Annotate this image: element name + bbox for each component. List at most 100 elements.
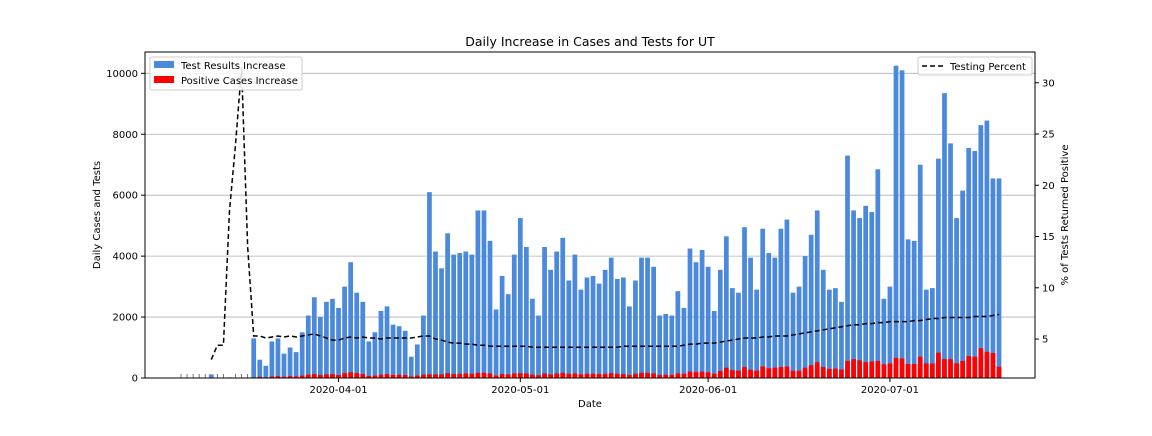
positive-cases-bar	[808, 365, 814, 378]
test-results-bar	[608, 257, 614, 378]
test-results-bar	[675, 291, 681, 378]
positive-cases-bar	[293, 376, 299, 378]
positive-cases-bar	[736, 370, 741, 378]
y2-tick-label: 5	[1042, 335, 1048, 346]
positive-cases-bar	[645, 372, 650, 378]
positive-cases-bar	[796, 370, 802, 378]
positive-cases-bar	[578, 374, 584, 378]
x-tick-label: 2020-05-01	[491, 385, 549, 396]
positive-cases-bar	[723, 367, 729, 378]
test-results-bar	[899, 70, 905, 379]
test-results-bar	[681, 307, 687, 378]
test-results-bar	[620, 277, 626, 378]
y-tick-label: 2000	[113, 313, 138, 324]
test-results-bar	[366, 341, 372, 378]
test-results-bar	[336, 307, 341, 378]
test-results-bar	[966, 147, 972, 378]
test-results-bar	[851, 210, 856, 378]
test-results-bar	[251, 338, 257, 378]
positive-cases-bar	[317, 374, 323, 378]
test-results-bar	[614, 278, 620, 378]
test-results-bar	[208, 374, 214, 378]
positive-cases-bar	[596, 374, 602, 378]
positive-cases-bar	[451, 374, 457, 378]
positive-cases-bar	[517, 373, 523, 378]
legend-swatch-positive	[154, 76, 174, 83]
test-results-bar	[627, 306, 632, 378]
test-results-bar	[893, 65, 899, 379]
test-results-bar	[317, 317, 323, 378]
test-results-bar	[802, 256, 808, 378]
positive-cases-bar	[790, 370, 796, 378]
positive-cases-bar	[511, 373, 517, 378]
test-results-bar	[281, 353, 287, 378]
test-results-bar	[451, 254, 457, 378]
positive-cases-bar	[554, 373, 560, 378]
positive-cases-bar	[923, 363, 929, 378]
positive-cases-bar	[814, 362, 820, 378]
test-results-bar	[342, 286, 347, 378]
test-results-bar	[481, 210, 487, 378]
test-results-bar	[754, 289, 759, 378]
positive-cases-bar	[936, 352, 941, 378]
test-results-bar	[445, 233, 450, 378]
positive-cases-bar	[730, 370, 735, 378]
test-results-bar	[287, 347, 293, 378]
positive-cases-bar	[433, 374, 438, 378]
positive-cases-bar	[342, 373, 347, 378]
test-results-bar	[869, 211, 875, 378]
positive-cases-bar	[299, 375, 305, 378]
positive-cases-bar	[633, 373, 638, 378]
positive-cases-bar	[481, 372, 487, 378]
test-results-bar	[421, 315, 426, 378]
test-results-bar	[475, 210, 481, 378]
positive-cases-bar	[911, 363, 917, 378]
test-results-bar	[463, 251, 469, 378]
positive-cases-bar	[475, 372, 481, 378]
positive-cases-bar	[360, 374, 366, 378]
positive-cases-bar	[675, 373, 681, 378]
positive-cases-bar	[972, 356, 978, 378]
positive-cases-bar	[681, 373, 687, 378]
positive-cases-bar	[905, 363, 911, 378]
positive-cases-bar	[742, 367, 747, 378]
positive-cases-bar	[590, 373, 596, 378]
test-results-bar	[948, 143, 953, 378]
positive-cases-bar	[414, 375, 420, 378]
test-results-bar	[857, 218, 863, 378]
test-results-bar	[639, 257, 644, 378]
test-results-bar	[257, 359, 263, 378]
test-results-bar	[566, 280, 572, 378]
test-results-bar	[833, 288, 838, 378]
positive-cases-bar	[324, 374, 329, 378]
positive-cases-bar	[887, 363, 893, 378]
test-results-bar	[469, 254, 475, 378]
test-results-bar	[778, 228, 784, 378]
test-results-bar	[511, 254, 517, 378]
y-axis-label: Daily Cases and Tests	[92, 161, 103, 269]
test-results-bar	[990, 178, 996, 378]
test-results-bar	[554, 251, 560, 378]
positive-cases-bar	[560, 372, 566, 378]
y2-tick-label: 15	[1042, 232, 1055, 243]
positive-cases-bar	[875, 360, 881, 378]
y2-tick-label: 25	[1042, 130, 1055, 141]
positive-cases-bar	[330, 374, 335, 378]
positive-cases-bar	[839, 369, 844, 378]
test-results-bar	[954, 218, 959, 378]
test-results-bar	[330, 298, 335, 378]
positive-cases-bar	[857, 360, 863, 378]
test-results-bar	[645, 257, 650, 378]
positive-cases-bar	[602, 373, 608, 378]
positive-cases-bar	[275, 376, 281, 378]
positive-cases-bar	[966, 356, 972, 378]
x-tick-label: 2020-07-01	[861, 385, 919, 396]
legend-label-positive: Positive Cases Increase	[181, 76, 298, 87]
test-results-bar	[996, 178, 1002, 378]
positive-cases-bar	[366, 375, 372, 378]
test-results-bar	[548, 269, 553, 378]
test-results-bar	[814, 210, 820, 378]
test-results-bar	[396, 326, 402, 378]
positive-cases-bar	[851, 359, 856, 378]
